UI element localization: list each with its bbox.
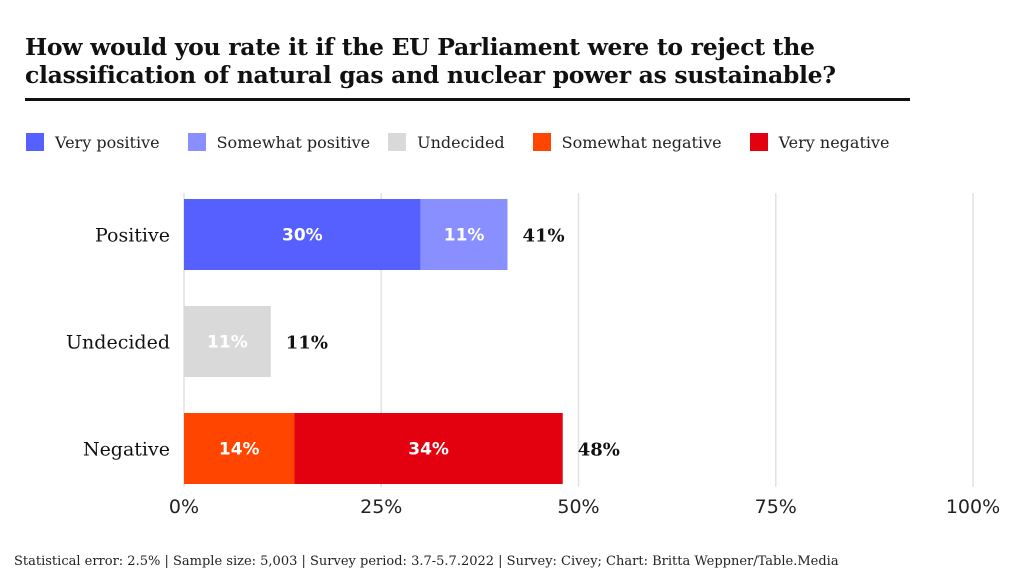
bar-segment-undecided (184, 306, 271, 377)
legend-swatch-somewhat-negative (532, 133, 551, 151)
category-label: Negative (83, 439, 170, 461)
bar-segment-somewhat-positive (420, 199, 508, 270)
x-axis-ticks: 0% 25% 50% 75% 100% (169, 496, 1000, 518)
total-value-label: 11% (286, 333, 328, 354)
segment-value-label: 30% (282, 226, 323, 246)
legend-label: Somewhat negative (561, 132, 722, 152)
legend: Very positive Somewhat positive Undecide… (26, 132, 890, 152)
x-tick-label: 75% (755, 496, 797, 518)
x-tick-label: 100% (946, 496, 1000, 518)
legend-item-very-negative: Very negative (749, 132, 890, 152)
segment-value-label: 34% (408, 440, 449, 460)
legend-item-somewhat-positive: Somewhat positive (187, 132, 371, 152)
legend-swatch-somewhat-positive (187, 133, 206, 151)
legend-label: Somewhat positive (216, 132, 371, 152)
category-label: Undecided (66, 332, 170, 354)
legend-label: Very positive (55, 132, 160, 152)
total-value-label: 48% (578, 440, 620, 461)
x-tick-label: 0% (169, 496, 199, 518)
segment-value-label: 14% (219, 440, 260, 460)
x-tick-label: 50% (557, 496, 599, 518)
title-underline (25, 98, 910, 101)
legend-item-very-positive: Very positive (26, 133, 160, 152)
bars (184, 199, 563, 484)
total-value-label: 41% (522, 226, 564, 247)
bar-segment-very-negative (294, 413, 563, 484)
legend-swatch-very-positive (26, 133, 44, 151)
x-tick-label: 25% (360, 496, 402, 518)
bar-segment-somewhat-negative (184, 413, 295, 484)
legend-label: Very negative (778, 132, 890, 152)
segment-value-label: 11% (207, 333, 248, 353)
segment-value-label: 11% (444, 226, 485, 246)
legend-item-somewhat-negative: Somewhat negative (532, 132, 722, 152)
legend-swatch-undecided (388, 133, 407, 151)
legend-item-undecided: Undecided (388, 133, 505, 152)
legend-swatch-very-negative (749, 133, 768, 151)
category-label: Positive (95, 225, 170, 247)
bar-segment-very-positive (184, 199, 421, 270)
footer-source-note: Statistical error: 2.5% | Sample size: 5… (14, 554, 839, 569)
legend-label: Undecided (417, 132, 505, 152)
chart-title: How would you rate it if the EU Parliame… (25, 33, 836, 89)
labels: Positive 30% 11% 41% Undecided 11% 11% Negative… (66, 225, 620, 461)
